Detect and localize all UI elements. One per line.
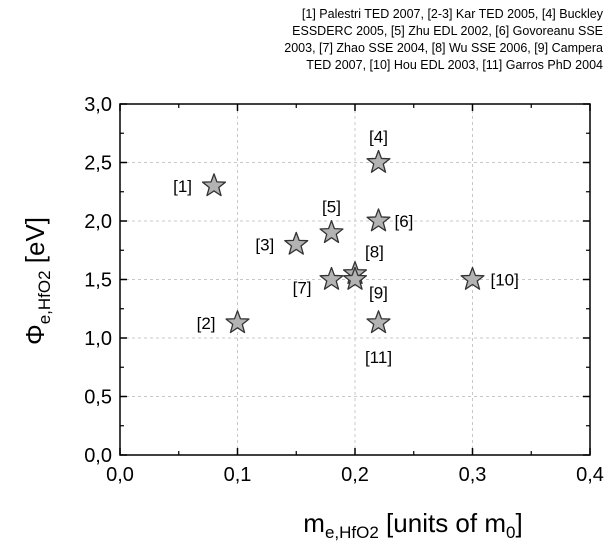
- y-axis-title: Φe,HfO2 [eV]: [20, 217, 54, 345]
- x-tick-label: 0,0: [106, 464, 134, 486]
- point-label: [4]: [369, 128, 388, 147]
- y-axis-symbol: Φ: [20, 324, 50, 345]
- x-axis-unit: [units of m: [379, 508, 506, 538]
- y-tick-label: 2,5: [84, 153, 112, 175]
- y-axis-subscript: e,HfO2: [35, 270, 54, 324]
- star-marker: [225, 310, 250, 334]
- y-tick-label: 2,0: [84, 211, 112, 233]
- star-marker: [319, 220, 344, 244]
- y-tick-label: 0,5: [84, 387, 112, 409]
- star-marker: [460, 266, 485, 290]
- point-label: [8]: [365, 243, 384, 262]
- reference-line: ESSDERC 2005, [5] Zhu EDL 2002, [6] Govo…: [292, 24, 603, 38]
- x-axis-symbol: m: [303, 508, 325, 538]
- reference-note: [1] Palestri TED 2007, [2-3] Kar TED 200…: [150, 6, 603, 74]
- x-axis-unit-end: ]: [515, 508, 522, 538]
- x-tick-label: 0,3: [459, 464, 487, 486]
- reference-line: [1] Palestri TED 2007, [2-3] Kar TED 200…: [301, 7, 603, 21]
- point-label: [2]: [197, 314, 216, 333]
- y-tick-label: 1,5: [84, 270, 112, 292]
- star-marker: [284, 231, 309, 255]
- y-tick-label: 1,0: [84, 328, 112, 350]
- point-label: [7]: [293, 279, 312, 298]
- point-label: [9]: [369, 284, 388, 303]
- star-marker: [201, 173, 227, 197]
- x-axis-title: me,HfO2 [units of m0]: [303, 508, 522, 542]
- star-marker: [366, 208, 391, 232]
- axis-ticks: 0,0 0,1 0,2 0,3 0,4 0,0 0,5 1,0 1,5 2,0 2,5 3,0: [84, 94, 604, 486]
- point-label: [10]: [491, 271, 519, 290]
- x-tick-label: 0,2: [341, 464, 369, 486]
- y-tick-label: 0,0: [84, 445, 112, 467]
- y-axis-unit: [eV]: [20, 217, 50, 270]
- x-tick-label: 0,4: [576, 464, 604, 486]
- star-marker: [366, 310, 391, 334]
- point-label: [5]: [322, 198, 341, 217]
- reference-line: 2003, [7] Zhao SSE 2004, [8] Wu SSE 2006…: [284, 41, 603, 55]
- star-marker: [342, 266, 368, 290]
- x-axis-unit-subscript: 0: [506, 523, 515, 542]
- star-marker: [366, 149, 391, 173]
- x-axis-subscript: e,HfO2: [325, 523, 379, 542]
- x-tick-label: 0,1: [224, 464, 252, 486]
- reference-line: TED 2007, [10] Hou EDL 2003, [11] Garros…: [306, 58, 603, 72]
- point-label: [3]: [255, 235, 274, 254]
- y-tick-label: 3,0: [84, 94, 112, 116]
- star-marker: [319, 266, 344, 290]
- data-points: [1] [2] [3] [4] [5] [6] [7] [8] [9] [10] [11]: [173, 128, 519, 367]
- point-label: [6]: [395, 212, 414, 231]
- point-label: [1]: [173, 177, 192, 196]
- point-label: [11]: [365, 348, 392, 367]
